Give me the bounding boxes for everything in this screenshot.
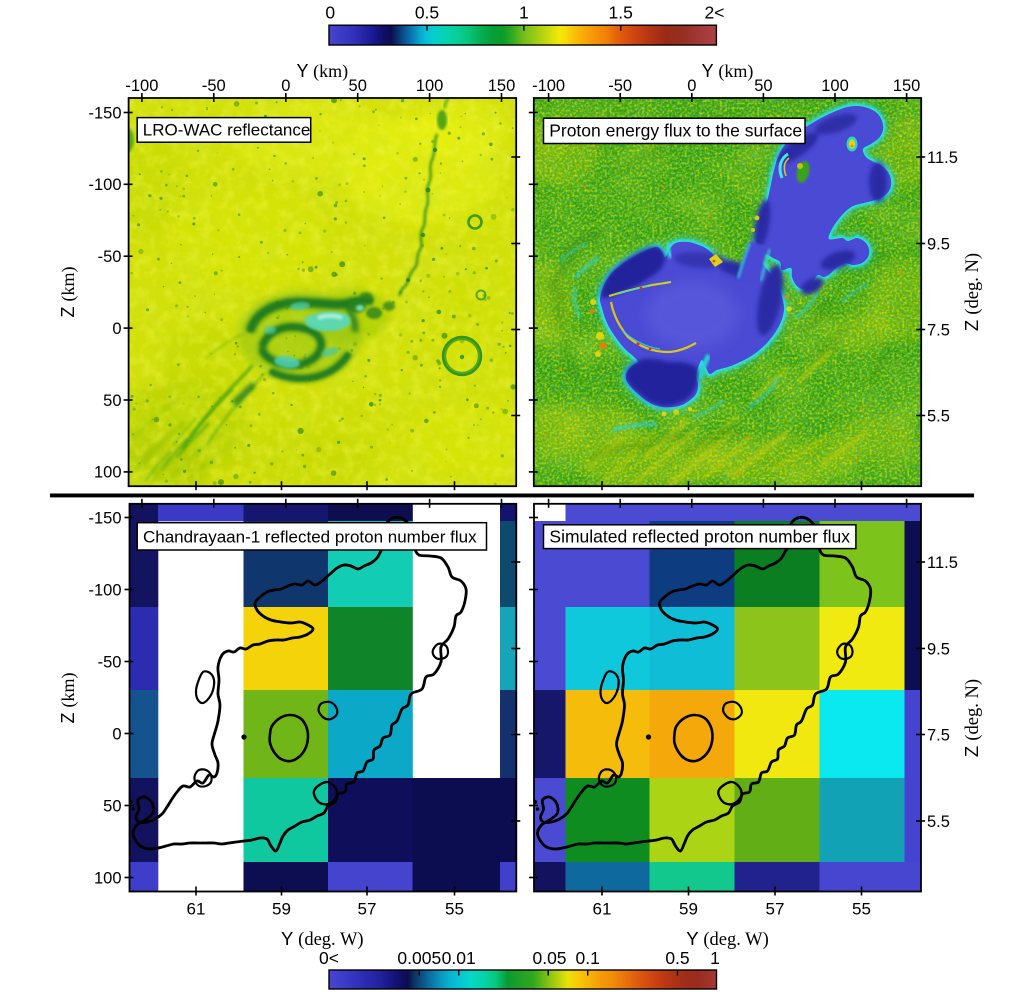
svg-text:11.5: 11.5 (927, 149, 958, 167)
svg-text:Chandrayaan-1 reflected proton: Chandrayaan-1 reflected proton number fl… (143, 527, 477, 546)
svg-text:-50: -50 (202, 77, 226, 95)
svg-text:Y (km): Y (km) (702, 61, 754, 82)
svg-text:1: 1 (519, 3, 529, 23)
svg-text:0: 0 (687, 77, 696, 95)
svg-text:LRO-WAC reflectance: LRO-WAC reflectance (143, 121, 311, 140)
svg-text:9.5: 9.5 (927, 235, 950, 253)
svg-text:0.005: 0.005 (397, 948, 441, 968)
svg-text:61: 61 (593, 900, 612, 919)
svg-text:-150: -150 (88, 509, 121, 527)
svg-text:-100: -100 (88, 581, 121, 599)
svg-text:0: 0 (281, 77, 290, 95)
svg-text:55: 55 (852, 900, 871, 919)
svg-text:-100: -100 (125, 77, 158, 95)
svg-text:5.5: 5.5 (927, 813, 950, 831)
svg-text:-100: -100 (532, 77, 565, 95)
svg-text:2<: 2< (705, 3, 725, 23)
svg-text:1: 1 (710, 948, 720, 968)
svg-text:Y (deg. W): Y (deg. W) (281, 928, 364, 950)
svg-text:0.01: 0.01 (442, 948, 476, 968)
svg-text:-50: -50 (608, 77, 632, 95)
svg-text:55: 55 (445, 900, 464, 919)
svg-text:0<: 0< (319, 948, 339, 968)
svg-text:-150: -150 (88, 104, 121, 122)
svg-text:59: 59 (679, 900, 698, 919)
svg-text:5.5: 5.5 (927, 407, 950, 425)
svg-text:50: 50 (349, 77, 367, 95)
svg-text:59: 59 (272, 900, 291, 919)
svg-text:-50: -50 (98, 248, 122, 266)
svg-text:7.5: 7.5 (927, 321, 950, 339)
svg-text:1.5: 1.5 (609, 3, 633, 23)
svg-text:0: 0 (325, 3, 335, 23)
svg-text:57: 57 (766, 900, 785, 919)
svg-text:Z (deg. N): Z (deg. N) (961, 253, 983, 331)
svg-text:0.05: 0.05 (532, 948, 566, 968)
svg-text:Z (km): Z (km) (58, 673, 79, 724)
svg-text:61: 61 (187, 900, 206, 919)
svg-text:Proton energy flux to the surf: Proton energy flux to the surface (549, 120, 802, 140)
svg-text:0.5: 0.5 (665, 948, 689, 968)
svg-text:11.5: 11.5 (927, 554, 958, 572)
svg-text:7.5: 7.5 (927, 726, 950, 744)
svg-text:50: 50 (103, 797, 121, 815)
svg-text:Simulated reflected proton num: Simulated reflected proton number flux (549, 527, 850, 547)
svg-text:0: 0 (112, 725, 121, 743)
svg-text:50: 50 (103, 392, 121, 410)
svg-text:0.1: 0.1 (576, 948, 600, 968)
svg-text:57: 57 (358, 900, 377, 919)
svg-text:50: 50 (754, 77, 772, 95)
svg-text:Z (km): Z (km) (58, 267, 79, 318)
svg-text:100: 100 (416, 77, 444, 95)
svg-text:150: 150 (488, 77, 516, 95)
svg-text:150: 150 (893, 77, 921, 95)
svg-text:100: 100 (94, 869, 122, 887)
svg-text:Y (km): Y (km) (296, 61, 348, 82)
svg-text:-100: -100 (88, 176, 121, 194)
svg-text:0: 0 (112, 320, 121, 338)
svg-text:Z (deg. N): Z (deg. N) (961, 679, 983, 757)
svg-text:-50: -50 (98, 653, 122, 671)
svg-text:0.5: 0.5 (415, 3, 439, 23)
svg-text:Y (deg. W): Y (deg. W) (686, 928, 769, 950)
svg-text:9.5: 9.5 (927, 640, 950, 658)
svg-text:100: 100 (821, 77, 849, 95)
svg-text:100: 100 (94, 464, 122, 482)
